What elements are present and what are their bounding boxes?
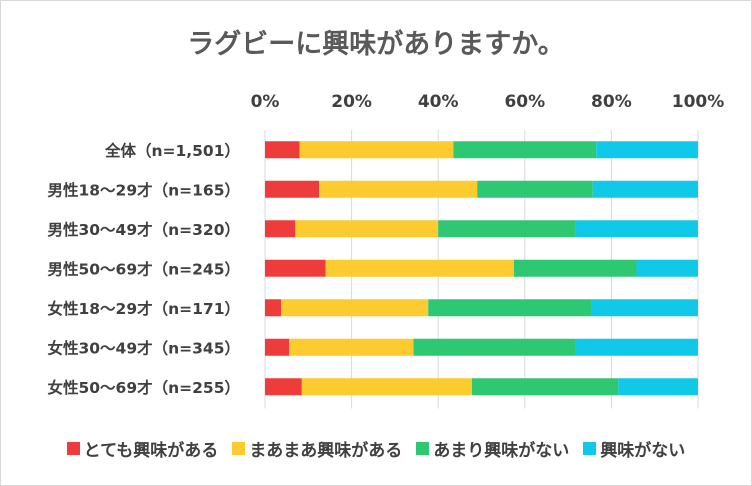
category-label: 男性50～69才（n=245） bbox=[47, 259, 240, 278]
bar-segment bbox=[289, 338, 414, 356]
bar-segment bbox=[596, 141, 698, 159]
x-tick-label: 0% bbox=[251, 92, 280, 112]
bar-segment bbox=[513, 259, 637, 277]
legend-label: とても興味がある bbox=[83, 441, 219, 461]
bar-segment bbox=[281, 299, 429, 317]
x-tick-label: 80% bbox=[591, 92, 632, 112]
legend: とても興味がある まあまあ興味がある あまり興味がない 興味がない bbox=[0, 436, 752, 461]
bar-segment bbox=[325, 259, 514, 277]
bar-segment bbox=[265, 378, 302, 396]
x-tick-label: 60% bbox=[504, 92, 545, 112]
bar-segment bbox=[591, 299, 698, 317]
bar-segment bbox=[265, 141, 300, 159]
bar-segment bbox=[636, 259, 698, 277]
bar-segment bbox=[301, 378, 472, 396]
bar-segment bbox=[299, 141, 454, 159]
bar-segment bbox=[265, 220, 296, 238]
bar-segment bbox=[295, 220, 439, 238]
legend-swatch bbox=[66, 442, 80, 455]
legend-swatch bbox=[416, 442, 430, 455]
bar-segment bbox=[413, 338, 576, 356]
legend-swatch bbox=[232, 442, 246, 455]
legend-item: まあまあ興味がある bbox=[232, 436, 402, 461]
legend-item: 興味がない bbox=[583, 436, 685, 461]
bar-segment bbox=[265, 338, 290, 356]
category-label: 全体（n=1,501） bbox=[104, 141, 240, 160]
bar-segment bbox=[453, 141, 597, 159]
bars bbox=[265, 141, 698, 396]
x-tick-label: 100% bbox=[672, 92, 725, 112]
category-label: 男性18～29才（n=165） bbox=[47, 180, 240, 199]
bar-segment bbox=[575, 338, 698, 356]
category-label: 女性30～49才（n=345） bbox=[47, 338, 240, 357]
chart-title: ラグビーに興味がありますか。 bbox=[187, 29, 565, 60]
bar-segment bbox=[477, 180, 593, 198]
category-labels: 全体（n=1,501） 男性18～29才（n=165） 男性30～49才（n=320… bbox=[47, 141, 240, 397]
x-tick-label: 20% bbox=[331, 92, 372, 112]
bar-segment bbox=[265, 180, 320, 198]
bar-segment bbox=[471, 378, 619, 396]
category-label: 女性18～29才（n=171） bbox=[47, 299, 240, 318]
bar-segment bbox=[319, 180, 478, 198]
bar-segment bbox=[438, 220, 576, 238]
legend-label: まあまあ興味がある bbox=[249, 441, 403, 461]
bar-segment bbox=[575, 220, 698, 238]
legend-label: あまり興味がない bbox=[433, 441, 570, 461]
category-label: 男性30～49才（n=320） bbox=[47, 220, 240, 239]
bar-segment bbox=[265, 299, 282, 317]
bar-segment bbox=[265, 259, 326, 277]
legend-swatch bbox=[583, 442, 597, 455]
legend-item: あまり興味がない bbox=[416, 436, 569, 461]
x-tick-label: 40% bbox=[418, 92, 459, 112]
legend-item: とても興味がある bbox=[66, 436, 219, 461]
x-axis-tick-labels: 0% 20% 40% 60% 80% 100% bbox=[251, 92, 725, 112]
legend-label: 興味がない bbox=[600, 441, 686, 461]
bar-segment bbox=[592, 180, 698, 198]
bar-segment bbox=[618, 378, 698, 396]
category-label: 女性50～69才（n=255） bbox=[47, 378, 240, 397]
bar-segment bbox=[428, 299, 592, 317]
